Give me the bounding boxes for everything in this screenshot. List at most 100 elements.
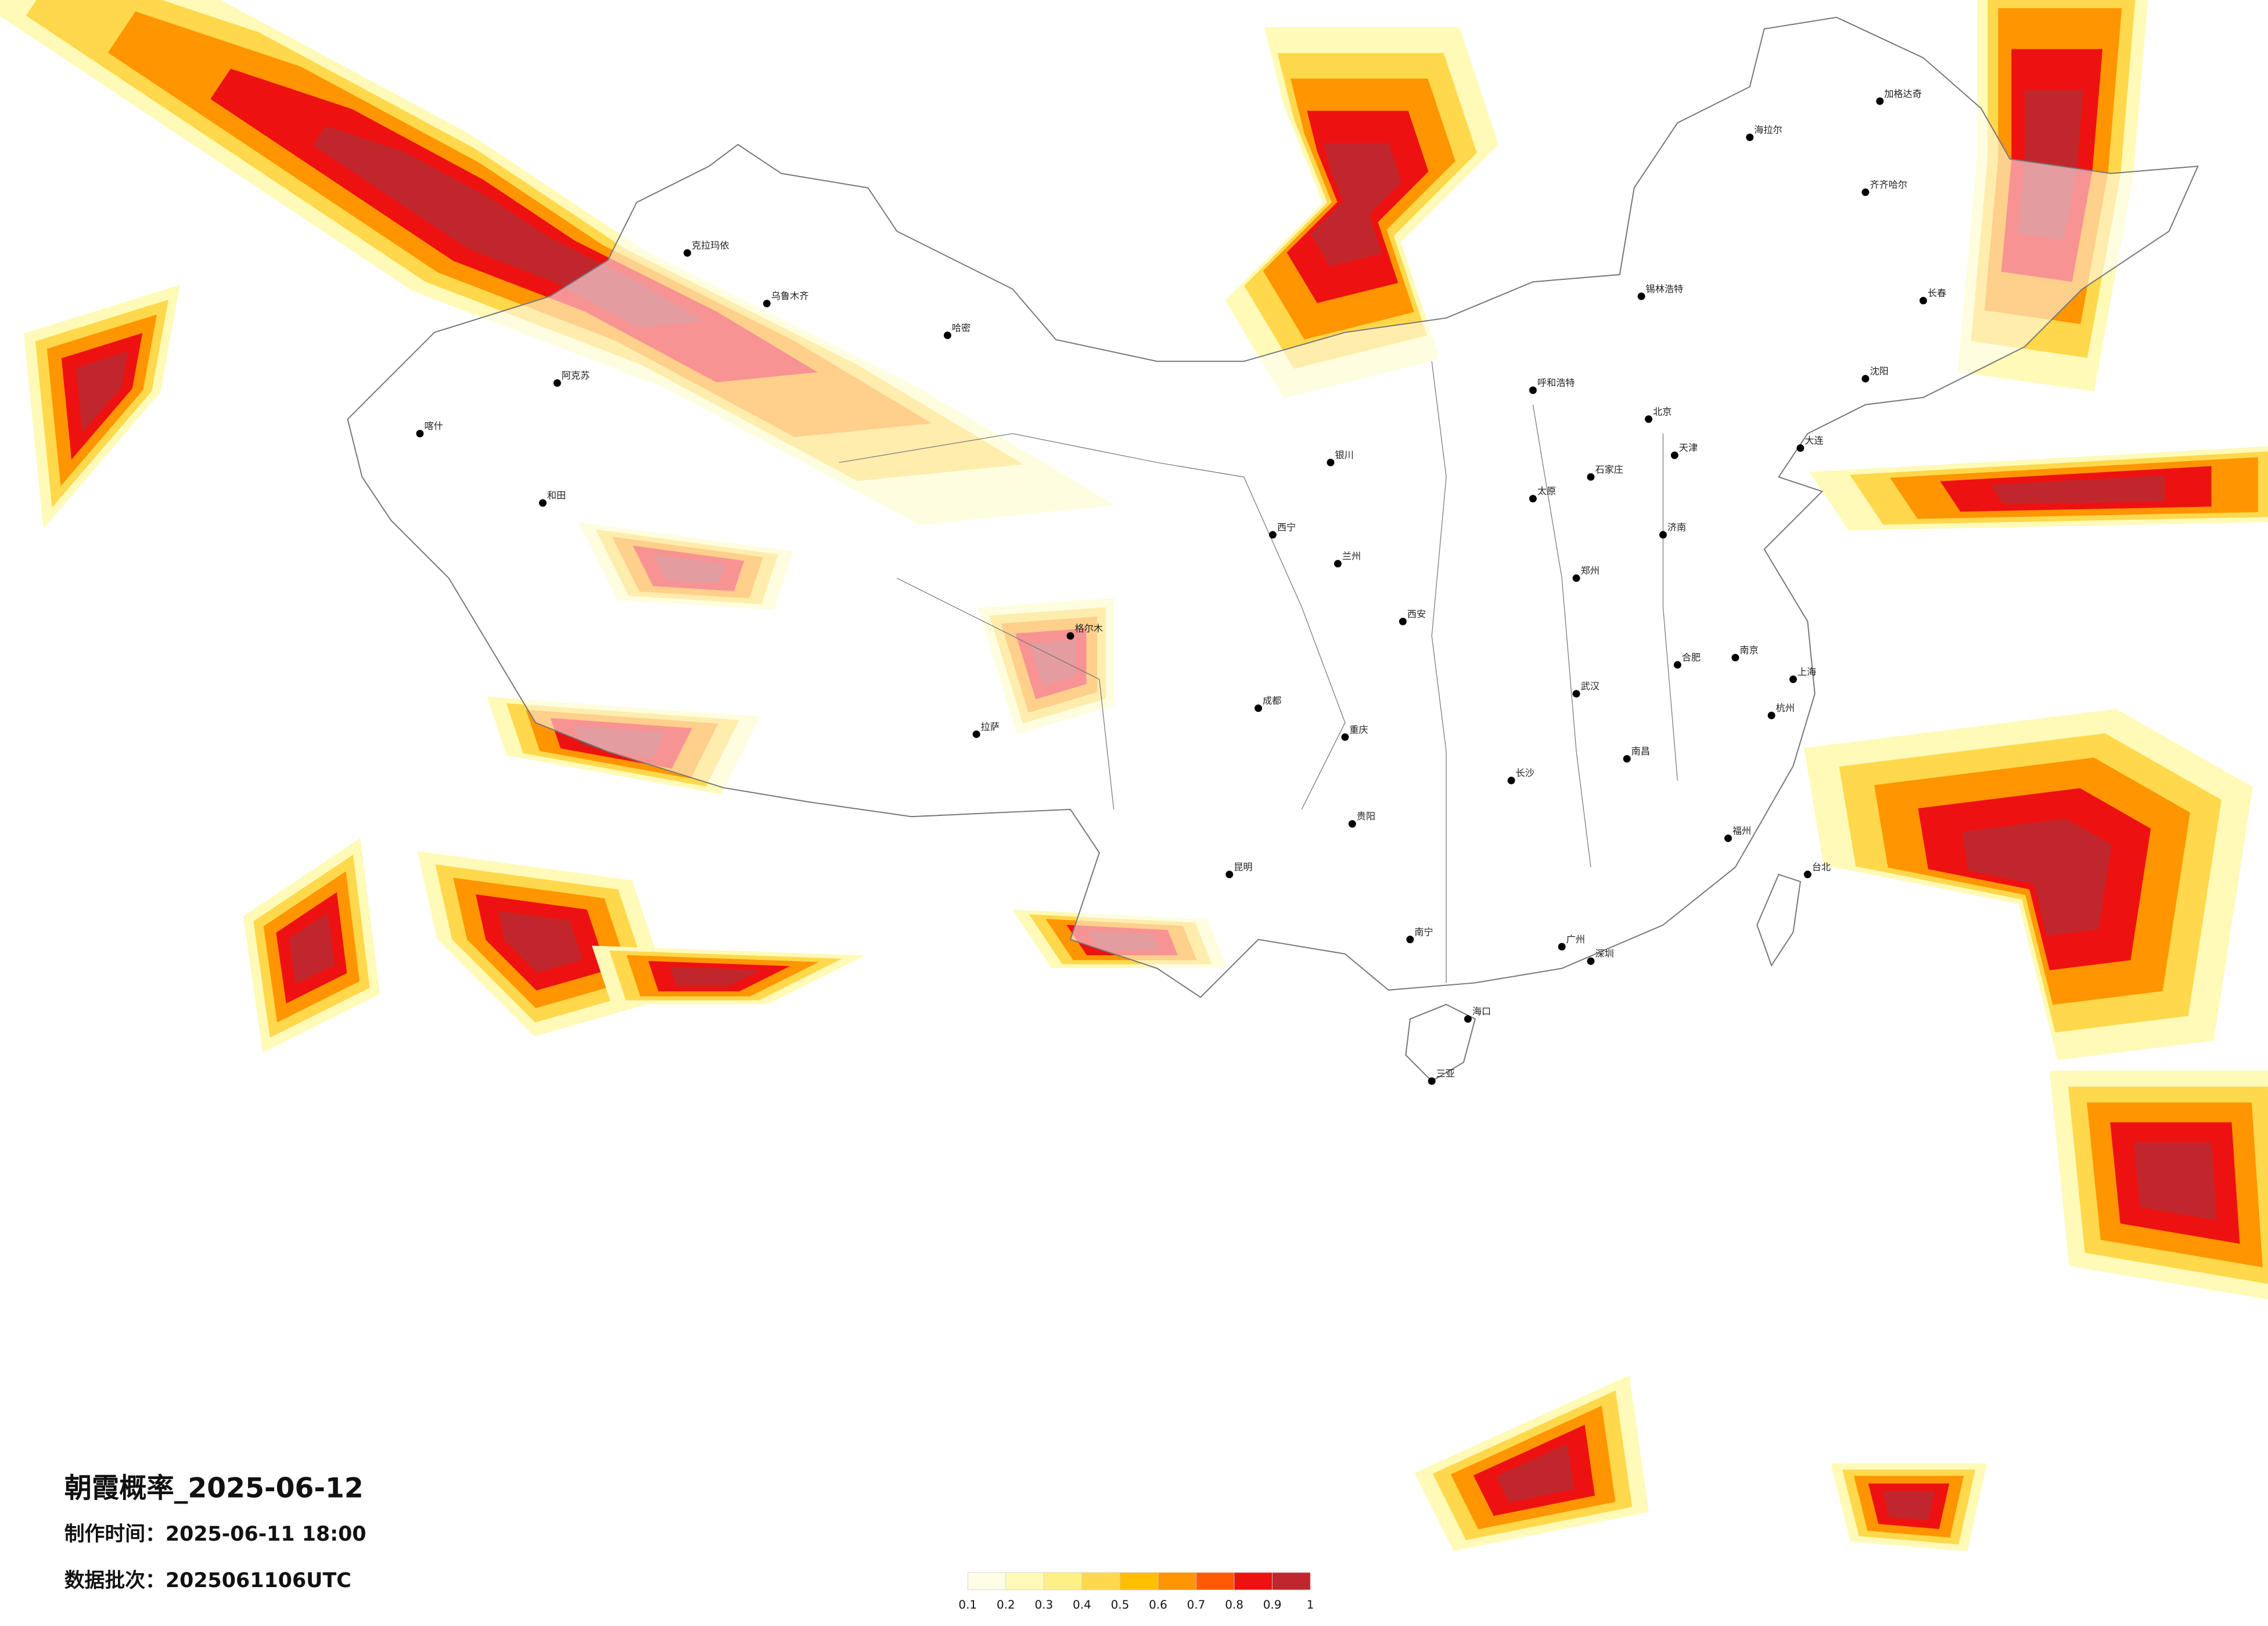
colorbar-tick-label: 0.4 [1073, 1598, 1091, 1611]
city-label: 上海 [1798, 666, 1816, 677]
city-dot [972, 730, 980, 738]
city-label: 广州 [1566, 934, 1585, 945]
batch: 数据批次：2025061106UTC [64, 1569, 351, 1592]
city-dot [1789, 675, 1797, 684]
colorbar-tick-label: 0.2 [997, 1598, 1015, 1611]
city-label: 克拉玛依 [692, 240, 729, 251]
city-dot [1406, 936, 1414, 944]
city-label: 武汉 [1581, 681, 1600, 692]
city-dot [1341, 733, 1349, 741]
city-dot [1670, 451, 1678, 459]
city-label: 昆明 [1234, 861, 1252, 872]
city-label: 大连 [1805, 435, 1823, 446]
city-label: 拉萨 [981, 721, 1000, 732]
colorbar-tick-label: 1 [1307, 1598, 1314, 1611]
colorbar-cell [1043, 1572, 1083, 1591]
colorbar-tick-label: 0.9 [1263, 1598, 1282, 1611]
probability-area [289, 912, 335, 985]
city-label: 齐齐哈尔 [1870, 179, 1907, 190]
city-label: 郑州 [1581, 565, 1600, 576]
city-dot [1572, 690, 1580, 698]
city-dot [1587, 473, 1595, 481]
city-dot [1428, 1077, 1436, 1085]
hainan [1405, 1003, 1476, 1082]
city-label: 兰州 [1342, 551, 1361, 562]
colorbar-tick-label: 0.7 [1187, 1598, 1206, 1611]
city-label: 北京 [1653, 406, 1672, 417]
city-label: 重庆 [1349, 724, 1368, 735]
city-dot [1861, 188, 1870, 196]
city-label: 喀什 [424, 420, 443, 431]
probability-area [670, 966, 761, 987]
colorbar-cell [967, 1572, 1007, 1591]
city-label: 天津 [1679, 443, 1698, 454]
city-dot [1919, 297, 1927, 305]
city-label: 济南 [1667, 521, 1686, 533]
city-dot [539, 499, 547, 507]
city-dot [1464, 1015, 1472, 1023]
colorbar-tick-label: 0.6 [1149, 1598, 1167, 1611]
city-label: 格尔木 [1074, 623, 1102, 634]
probability-area [1962, 818, 2112, 936]
city-dot [1645, 415, 1653, 423]
colorbar-cell [1120, 1572, 1159, 1591]
city-label: 西宁 [1277, 521, 1296, 533]
city-dot [1673, 661, 1681, 669]
colorbar-tick-label: 0.8 [1225, 1598, 1243, 1611]
city-label: 合肥 [1682, 652, 1701, 663]
city-label: 加格达奇 [1884, 88, 1922, 99]
city-dot [1268, 531, 1277, 539]
city-label: 南昌 [1631, 746, 1650, 757]
cities: 北京天津石家庄太原呼和浩特济南郑州西安兰州西宁银川成都重庆贵阳昆明南宁广州深圳海… [416, 88, 1946, 1085]
mainland [347, 16, 2199, 998]
city-dot [1767, 711, 1775, 720]
city-label: 和田 [547, 490, 566, 501]
city-dot [763, 300, 771, 308]
city-label: 石家庄 [1595, 464, 1623, 475]
city-dot [1731, 653, 1739, 661]
made-time: 制作时间：2025-06-11 18:00 [64, 1523, 366, 1546]
city-dot [1507, 776, 1515, 785]
city-label: 南宁 [1414, 926, 1433, 937]
city-label: 银川 [1335, 449, 1353, 461]
colorbar-cell [1196, 1572, 1235, 1591]
title: 朝霞概率_2025-06-12 [64, 1472, 364, 1504]
city-dot [1796, 444, 1805, 452]
city-dot [943, 331, 951, 339]
city-label: 长沙 [1516, 768, 1534, 779]
city-label: 太原 [1537, 485, 1556, 497]
city-label: 深圳 [1595, 948, 1613, 959]
probability-area [498, 911, 583, 973]
city-dot [1637, 292, 1645, 300]
country-outline [347, 16, 2199, 1082]
city-label: 福州 [1733, 825, 1751, 836]
city-dot [1876, 97, 1884, 105]
legend: 0.1 0.2 0.3 0.4 0.5 0.6 0.7 0.8 0.9 1 [958, 1572, 1314, 1611]
city-dot [1255, 704, 1263, 713]
city-label: 乌鲁木齐 [771, 290, 809, 301]
city-dot [1334, 560, 1342, 568]
colorbar-tick-label: 0.3 [1035, 1598, 1054, 1611]
probability-area [2133, 1142, 2217, 1221]
city-dot [1348, 820, 1356, 828]
city-label: 锡林浩特 [1646, 283, 1684, 294]
city-dot [683, 249, 691, 257]
city-label: 杭州 [1776, 703, 1795, 714]
colorbar-tick-label: 0.5 [1111, 1598, 1130, 1611]
province-lines [839, 361, 1678, 983]
city-dot [1399, 617, 1407, 625]
city-label: 台北 [1812, 861, 1831, 872]
city-dot [1572, 574, 1580, 582]
city-label: 长春 [1928, 287, 1946, 298]
city-dot [1066, 632, 1074, 640]
city-dot [1225, 870, 1234, 879]
city-label: 贵阳 [1357, 811, 1375, 822]
city-dot [416, 430, 424, 438]
city-label: 呼和浩特 [1537, 377, 1575, 388]
city-dot [1623, 755, 1631, 763]
colorbar-cell [1005, 1572, 1044, 1591]
city-label: 三亚 [1436, 1068, 1455, 1079]
city-dot [553, 379, 561, 387]
